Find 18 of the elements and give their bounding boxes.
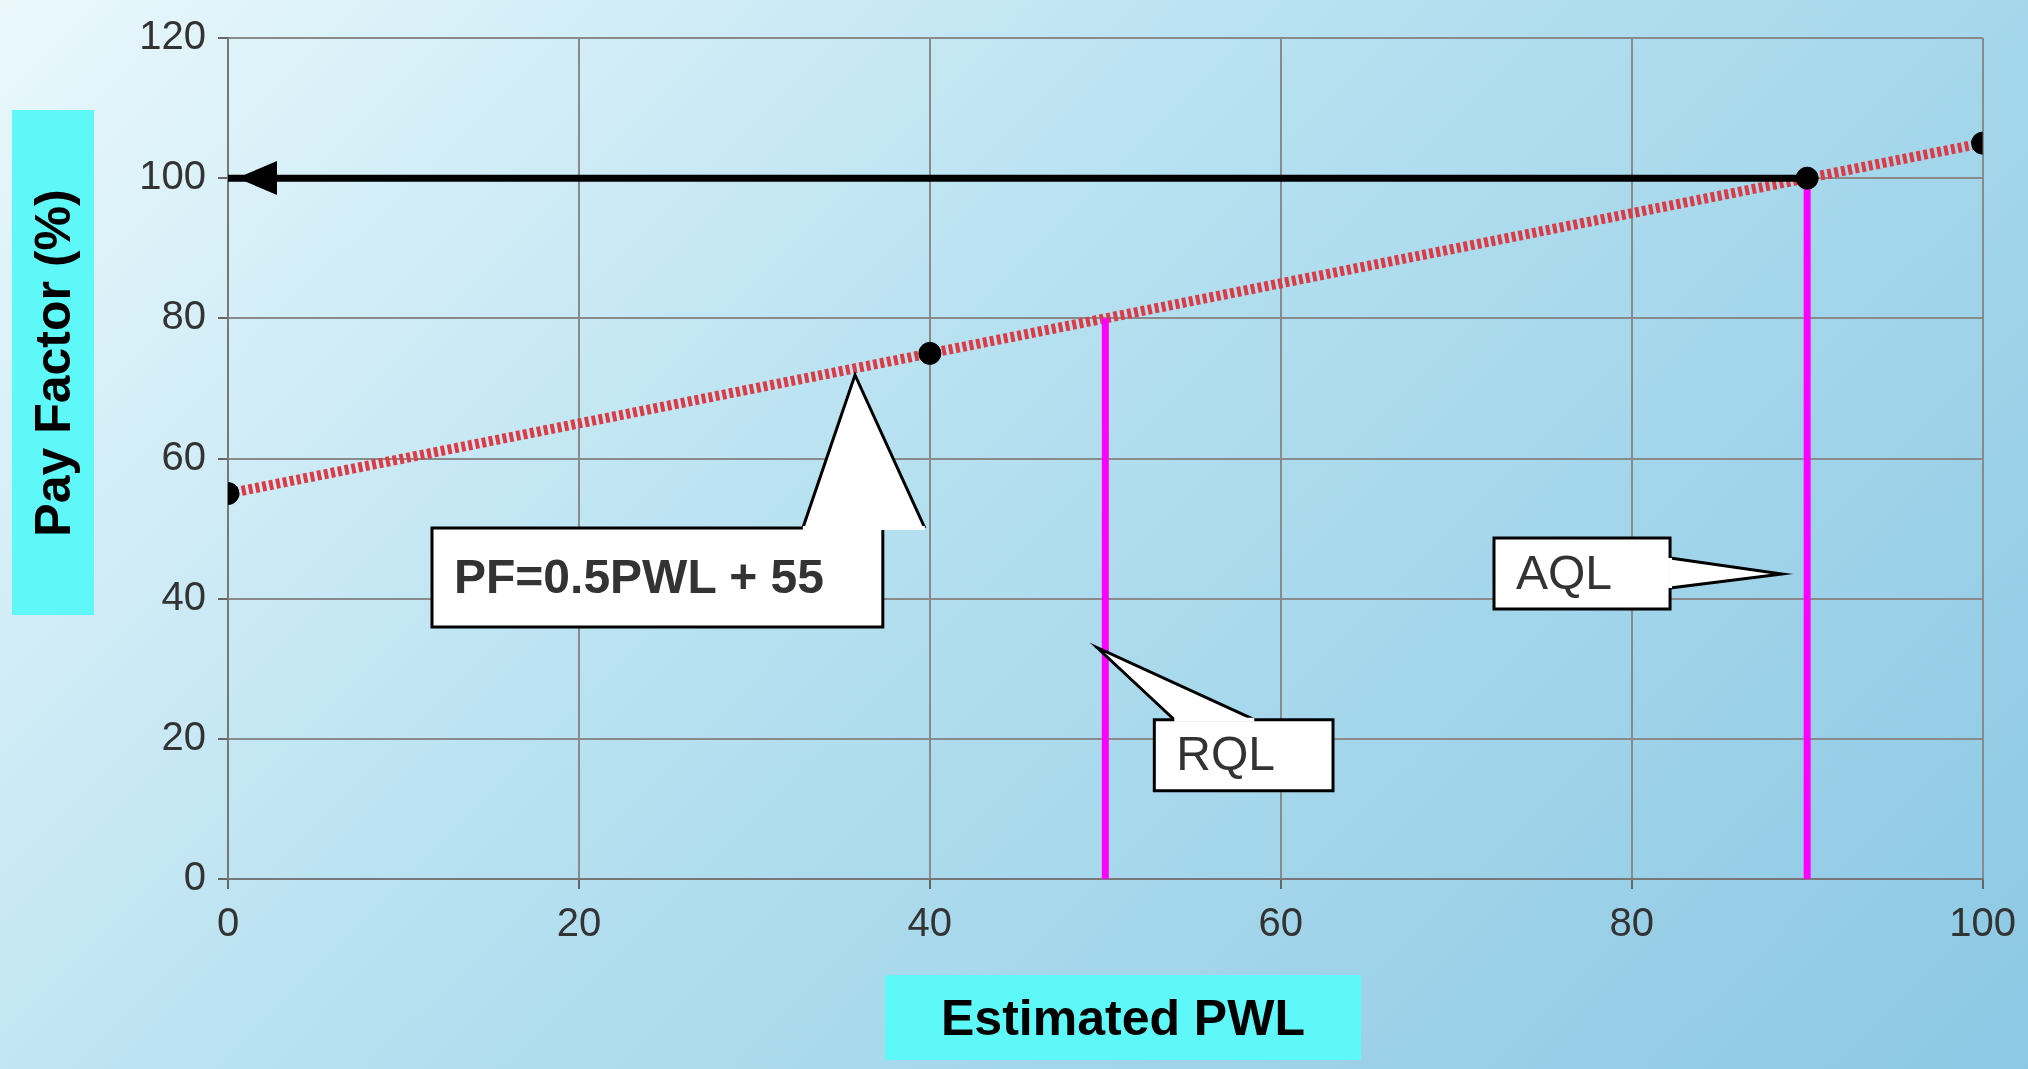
y-tick-label: 120 [139,13,206,58]
annotation: AQL [1516,545,1613,599]
y-tick-label: 100 [139,153,206,198]
annotation: PF=0.5PWL + 55 [454,549,824,603]
x-tick-label: 80 [1609,900,1654,945]
y-tick-label: 20 [161,713,206,758]
x-tick-label: 0 [216,900,240,945]
x-tick-label: 20 [556,900,602,945]
y-tick-label: 80 [161,293,206,338]
y-axis-title: Pay Factor (%) [24,188,82,537]
y-tick-label: 0 [183,854,206,899]
y-tick-label: 60 [161,433,206,478]
annotation: RQL [1176,727,1276,781]
x-tick-label: 100 [1949,900,2017,945]
y-tick-label: 40 [161,573,206,618]
x-tick-label: 40 [907,900,953,945]
x-tick-label: 60 [1258,900,1304,945]
x-axis-title: Estimated PWL [885,975,1361,1060]
